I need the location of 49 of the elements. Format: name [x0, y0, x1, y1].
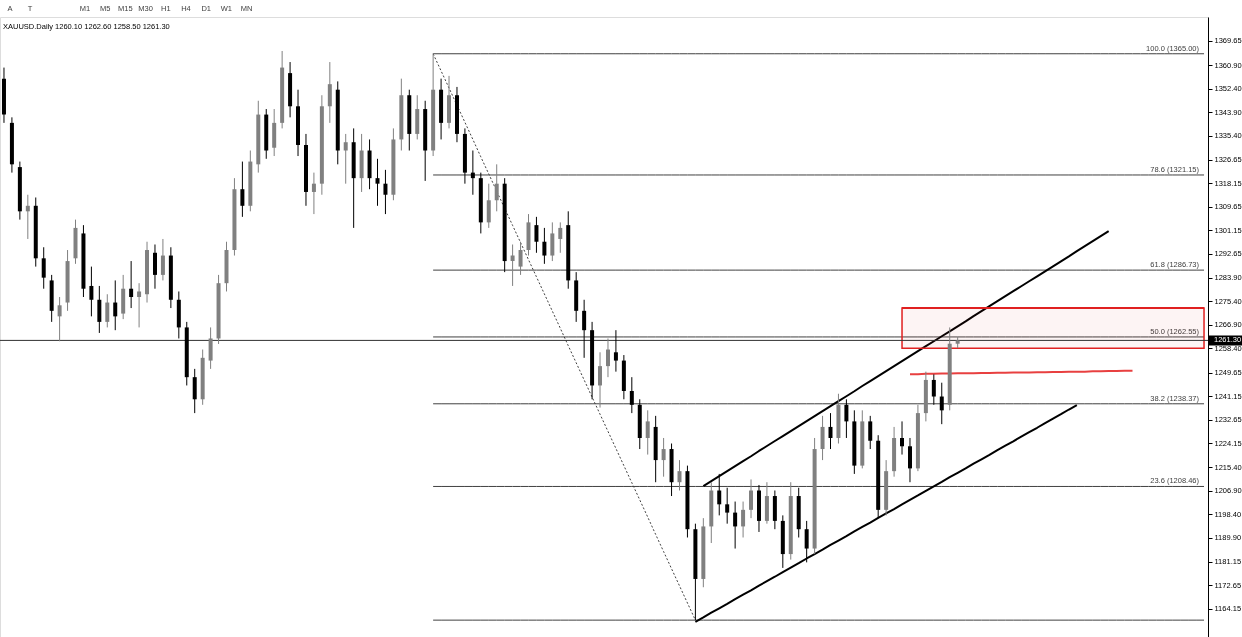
candlestick	[613, 329, 618, 373]
candlestick	[550, 221, 555, 262]
candlestick	[518, 241, 523, 276]
candlestick	[844, 398, 849, 439]
candlestick	[375, 158, 380, 207]
candlestick	[907, 437, 912, 483]
candlestick	[661, 437, 666, 478]
candlestick	[582, 299, 587, 359]
candlestick	[510, 243, 515, 287]
candlestick	[208, 326, 213, 370]
candlestick	[311, 172, 316, 215]
candlestick	[677, 459, 682, 491]
candlestick	[25, 194, 30, 240]
candlestick	[160, 238, 165, 281]
candlestick	[89, 266, 94, 317]
candlestick	[327, 61, 332, 124]
candlestick	[900, 420, 905, 456]
candlestick	[129, 260, 134, 309]
candlestick	[470, 150, 475, 196]
candlestick	[113, 279, 118, 331]
candlestick	[105, 293, 110, 328]
candlestick	[598, 351, 603, 409]
candlestick	[820, 415, 825, 461]
candlestick	[57, 296, 62, 342]
candlestick	[152, 243, 157, 290]
candlestick	[494, 163, 499, 212]
candlestick	[828, 412, 833, 450]
candlestick	[605, 337, 610, 378]
candlestick	[629, 376, 634, 414]
candlestick	[534, 216, 539, 254]
candlestick	[749, 478, 754, 519]
candlestick	[97, 285, 102, 334]
candlestick	[733, 501, 738, 550]
candlestick	[939, 382, 944, 425]
candlestick	[486, 183, 491, 229]
candlestick	[192, 368, 197, 414]
candlestick	[383, 169, 388, 215]
candlestick	[741, 501, 746, 538]
candlestick	[542, 227, 547, 265]
candlestick	[558, 221, 563, 254]
candlestick	[137, 282, 142, 328]
candlestick	[645, 409, 650, 456]
candlestick	[868, 415, 873, 450]
candlestick	[41, 246, 46, 290]
candlestick	[240, 161, 245, 218]
candlestick	[343, 133, 348, 185]
candlestick	[725, 487, 730, 525]
candlestick	[931, 373, 936, 406]
candlestick	[804, 520, 809, 563]
